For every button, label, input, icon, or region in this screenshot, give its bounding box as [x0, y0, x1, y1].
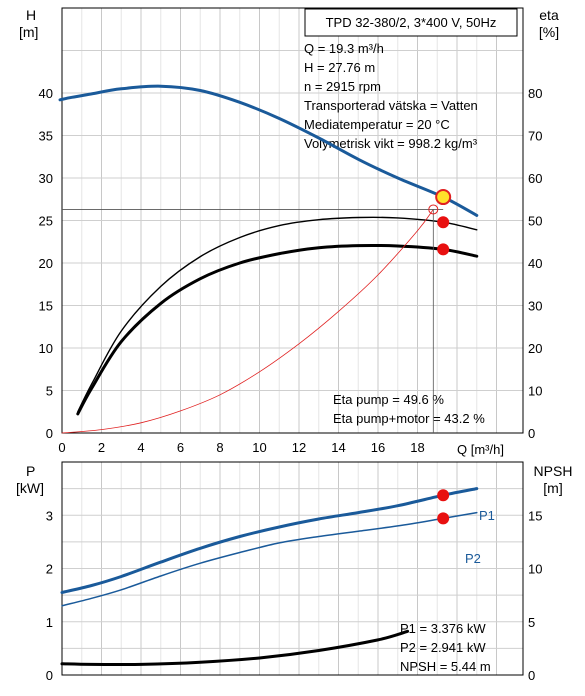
y2-tick-label: 60 — [528, 171, 542, 186]
series-line — [60, 487, 479, 594]
y2-tick-label: 20 — [528, 341, 542, 356]
x-tick-label: 10 — [252, 440, 266, 455]
info-line: Transporterad vätska = Vatten — [304, 98, 478, 113]
y2-tick-label: 10 — [528, 384, 542, 399]
y-tick-label: 15 — [39, 299, 53, 314]
y-tick-label: 5 — [46, 384, 53, 399]
efficiency-point — [437, 243, 450, 256]
y-tick-label: 30 — [39, 171, 53, 186]
power-line: P1 = 3.376 kW — [400, 621, 486, 636]
x-tick-label: 6 — [177, 440, 184, 455]
info-line: H = 27.76 m — [304, 60, 375, 75]
series-label-p2: P2 — [465, 551, 481, 566]
power-info: P1 = 3.376 kW P2 = 2.941 kW NPSH = 5.44 … — [400, 621, 491, 674]
efficiency-info: Eta pump = 49.6 % Eta pump+motor = 43.2 … — [333, 392, 485, 426]
info-line: Volymetrisk vikt = 998.2 kg/m³ — [304, 136, 478, 151]
info-line: n = 2915 rpm — [304, 79, 381, 94]
npsh-axis-unit: [m] — [543, 480, 562, 496]
power-axis-unit: [kW] — [16, 480, 44, 496]
series-line — [58, 84, 479, 217]
x-tick-label: 18 — [410, 440, 424, 455]
x-tick-label: 0 — [58, 440, 65, 455]
series-line — [61, 511, 478, 607]
series-line — [61, 209, 434, 434]
eta-line: Eta pump = 49.6 % — [333, 392, 444, 407]
right-axis-unit: [%] — [539, 24, 559, 40]
x-tick-label: 4 — [137, 440, 144, 455]
top-chart-grid — [62, 8, 523, 433]
y2-tick-label: 50 — [528, 214, 542, 229]
x-tick-label: 8 — [216, 440, 223, 455]
right-axis-title: eta — [539, 7, 559, 23]
x-tick-label: 2 — [98, 440, 105, 455]
y2-tick-label: 80 — [528, 86, 542, 101]
y2-tick-label: 0 — [528, 426, 535, 441]
y-tick-label: 25 — [39, 214, 53, 229]
left-axis-unit: [m] — [19, 24, 38, 40]
series-line — [77, 216, 478, 413]
power-tick-label: 2 — [46, 562, 53, 577]
efficiency-point — [437, 216, 450, 229]
power-tick-label: 3 — [46, 508, 53, 523]
duty-point — [435, 189, 452, 206]
y2-tick-label: 70 — [528, 129, 542, 144]
npsh-tick-label: 5 — [528, 615, 535, 630]
series-line — [60, 629, 410, 667]
x-tick-label: 14 — [331, 440, 345, 455]
eta-line: Eta pump+motor = 43.2 % — [333, 411, 485, 426]
power-line: NPSH = 5.44 m — [400, 659, 491, 674]
y-tick-label: 0 — [46, 426, 53, 441]
npsh-axis-title: NPSH — [534, 463, 573, 479]
operating-info: Q = 19.3 m³/h H = 27.76 m n = 2915 rpm T… — [304, 41, 478, 151]
x-tick-label: 16 — [371, 440, 385, 455]
y-tick-label: 10 — [39, 341, 53, 356]
power-point — [437, 489, 450, 502]
x-axis-title: Q [m³/h] — [457, 442, 504, 457]
info-line: Q = 19.3 m³/h — [304, 41, 384, 56]
power-point — [437, 512, 450, 525]
series-line — [76, 243, 479, 416]
series-label-p1: P1 — [479, 508, 495, 523]
x-tick-label: 12 — [292, 440, 306, 455]
y-tick-label: 20 — [39, 256, 53, 271]
chart-title: TPD 32-380/2, 3*400 V, 50Hz — [326, 15, 497, 30]
npsh-tick-label: 10 — [528, 562, 542, 577]
curves — [58, 84, 479, 667]
operating-points — [428, 189, 452, 525]
info-line: Mediatemperatur = 20 °C — [304, 117, 450, 132]
top-chart-frame — [61, 7, 524, 434]
power-tick-label: 1 — [46, 615, 53, 630]
power-axis-title: P — [26, 463, 35, 479]
power-line: P2 = 2.941 kW — [400, 640, 486, 655]
title-box — [304, 8, 518, 37]
y2-tick-label: 40 — [528, 256, 542, 271]
npsh-tick-label: 0 — [528, 668, 535, 683]
y-tick-label: 35 — [39, 129, 53, 144]
power-tick-label: 0 — [46, 668, 53, 683]
npsh-tick-label: 15 — [528, 508, 542, 523]
left-axis-title: H — [26, 7, 36, 23]
y-tick-label: 40 — [39, 86, 53, 101]
y2-tick-label: 30 — [528, 299, 542, 314]
system-point — [428, 204, 439, 215]
bottom-chart-frame — [61, 461, 524, 676]
